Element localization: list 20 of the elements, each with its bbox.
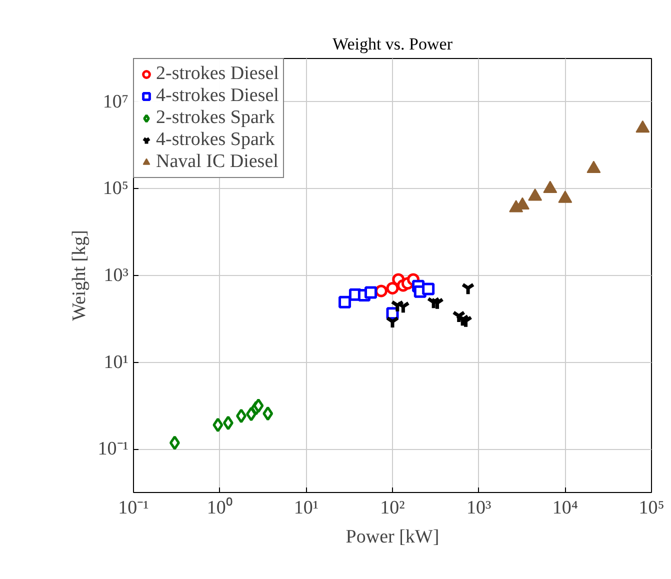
- y-axis-title: Weight [kg]: [68, 230, 90, 321]
- legend-label: Naval IC Diesel: [156, 151, 278, 173]
- legend-label: 4-strokes Spark: [156, 129, 275, 151]
- y-tick-label: 10⁷: [102, 91, 128, 112]
- legend-label: 4-strokes Diesel: [156, 85, 279, 107]
- legend-label: 2-strokes Diesel: [156, 63, 279, 85]
- x-tick-label: 10²: [380, 498, 406, 518]
- x-tick-label: 10⁻¹: [118, 498, 150, 518]
- x-tick-label: 10³: [466, 498, 492, 518]
- y-tick-label: 10³: [104, 265, 129, 286]
- x-tick-label: 10⁵: [638, 498, 664, 518]
- y-tick-label: 10⁵: [102, 178, 128, 200]
- x-axis-title: Power [kW]: [346, 526, 440, 548]
- chart-title: Weight vs. Power: [332, 34, 453, 54]
- y-tick-label: 10¹: [104, 352, 129, 373]
- y-tick-label: 10⁻¹: [98, 438, 129, 460]
- x-tick-label: 10⁴: [552, 498, 578, 518]
- x-tick-label: 10⁰: [206, 496, 233, 518]
- x-tick-label: 10¹: [294, 498, 319, 518]
- legend-label: 2-strokes Spark: [156, 107, 275, 129]
